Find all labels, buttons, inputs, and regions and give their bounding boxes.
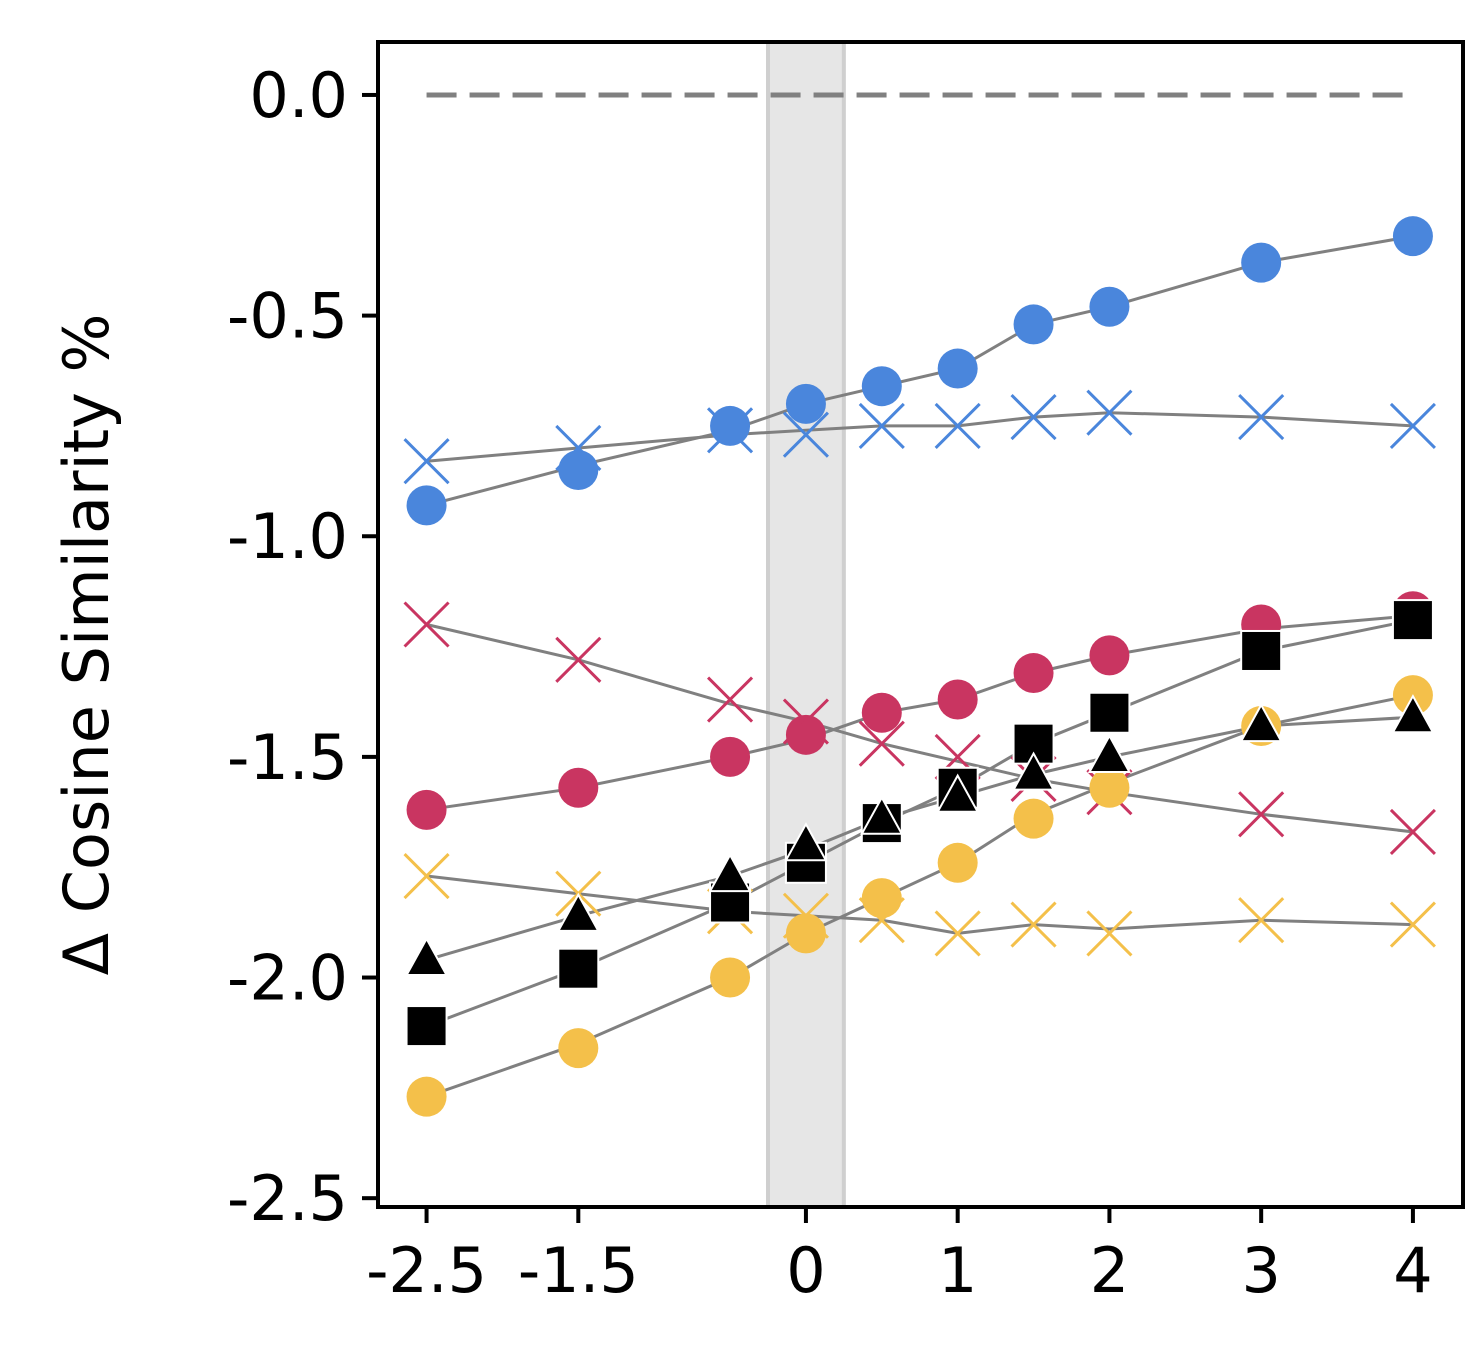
y-tick-label: -0.5 <box>227 280 348 353</box>
point-red-circle <box>861 692 902 733</box>
point-red-cross <box>782 698 829 745</box>
point-blue-cross <box>858 402 905 449</box>
point-blue-cross <box>1389 402 1436 449</box>
series-line-blue-cross <box>426 411 1413 463</box>
x-tick-label: 1 <box>938 1234 977 1307</box>
point-blue-circle <box>1013 304 1054 345</box>
point-black-triangle <box>784 822 828 862</box>
point-black-triangle <box>1239 702 1283 743</box>
y-tick-label: 0.0 <box>249 59 348 132</box>
point-black-triangle <box>404 936 449 976</box>
point-red-cross <box>555 636 602 683</box>
point-yellow-cross <box>1238 897 1285 944</box>
point-black-triangle <box>860 795 904 835</box>
axis-ticks-layer: 0.0 -0.5 -1.0 -1.5 -2.0 -2.5-2.5 -1.5 0 1 2 3 4 <box>227 59 1433 1307</box>
point-yellow-circle <box>710 957 751 998</box>
series-line-black-square <box>426 618 1414 1028</box>
point-blue-cross <box>782 411 829 458</box>
point-red-circle <box>558 767 599 808</box>
point-yellow-circle <box>1013 798 1054 839</box>
point-yellow-cross <box>1010 901 1057 948</box>
point-yellow-circle <box>558 1028 599 1069</box>
point-blue-cross <box>1010 394 1057 441</box>
point-yellow-circle <box>937 842 978 883</box>
series-lines-layer <box>426 234 1414 1099</box>
point-red-cross <box>403 601 450 648</box>
series-line-blue-circle <box>426 234 1414 507</box>
point-yellow-cross <box>934 910 981 957</box>
point-blue-cross <box>1238 394 1285 441</box>
point-yellow-cross <box>782 892 829 939</box>
point-blue-circle <box>1089 286 1130 327</box>
x-tick-label: 4 <box>1393 1234 1432 1307</box>
highlight-band-layer <box>765 40 846 1209</box>
point-blue-cross <box>934 402 981 449</box>
point-black-triangle <box>1391 694 1435 734</box>
y-tick-label: -2.5 <box>227 1162 348 1235</box>
y-tick-label: -1.5 <box>227 721 348 794</box>
x-tick-label: -1.5 <box>518 1234 639 1307</box>
point-blue-cross <box>1086 389 1133 436</box>
point-black-triangle <box>936 773 980 813</box>
point-yellow-cross <box>1389 901 1436 948</box>
point-red-circle <box>710 736 751 777</box>
highlight-band <box>765 40 846 1209</box>
x-tick-label: 3 <box>1241 1234 1280 1307</box>
point-black-square <box>1391 599 1434 642</box>
point-blue-circle <box>861 366 902 407</box>
x-tick-label: -2.5 <box>366 1234 487 1307</box>
point-black-square <box>405 1005 448 1048</box>
point-yellow-circle <box>1089 767 1130 808</box>
point-blue-circle <box>1241 242 1282 283</box>
series-line-red-circle <box>426 614 1414 812</box>
point-black-triangle <box>1087 733 1132 774</box>
y-tick-label: -1.0 <box>227 500 348 573</box>
point-red-circle <box>785 714 826 755</box>
y-tick-label: -2.0 <box>227 942 348 1015</box>
point-blue-circle <box>558 450 599 491</box>
point-red-cross <box>858 720 905 767</box>
plot-frame <box>376 40 1465 1209</box>
point-black-square <box>1240 629 1283 672</box>
point-black-triangle <box>556 892 600 932</box>
point-red-cross <box>706 676 754 723</box>
point-blue-cross <box>403 438 450 485</box>
point-red-circle <box>1089 635 1130 676</box>
series-markers-layer <box>403 216 1436 1117</box>
point-red-circle <box>1013 653 1054 694</box>
x-tick-label: 0 <box>786 1234 825 1307</box>
point-blue-circle <box>785 383 826 424</box>
series-line-black-triangle <box>426 715 1413 962</box>
point-red-cross <box>1389 808 1436 855</box>
y-axis-label: Δ Cosine Similarity % <box>50 314 123 976</box>
point-blue-circle <box>710 405 751 446</box>
series-line-yellow-circle <box>426 693 1414 1099</box>
point-black-square <box>557 947 600 990</box>
point-yellow-circle <box>861 878 902 919</box>
series-black-triangle <box>404 694 1435 976</box>
series-blue-cross <box>403 389 1436 485</box>
series-line-yellow-cross <box>426 874 1413 935</box>
point-yellow-cross <box>1086 910 1133 957</box>
point-red-cross <box>1238 791 1285 838</box>
point-blue-circle <box>1392 216 1433 257</box>
point-yellow-cross <box>858 897 905 944</box>
point-red-circle <box>406 789 447 830</box>
point-blue-cross <box>706 407 754 454</box>
point-yellow-cross <box>403 852 450 900</box>
series-line-red-cross <box>426 623 1414 834</box>
point-blue-circle <box>406 485 447 526</box>
point-black-triangle <box>708 852 752 893</box>
point-red-circle <box>937 679 978 720</box>
point-yellow-circle <box>785 913 826 954</box>
point-black-triangle <box>1011 751 1056 791</box>
point-black-square <box>1088 691 1131 734</box>
point-blue-circle <box>937 348 978 389</box>
point-blue-cross <box>555 424 602 472</box>
point-yellow-circle <box>406 1076 447 1117</box>
x-tick-label: 2 <box>1090 1234 1129 1307</box>
